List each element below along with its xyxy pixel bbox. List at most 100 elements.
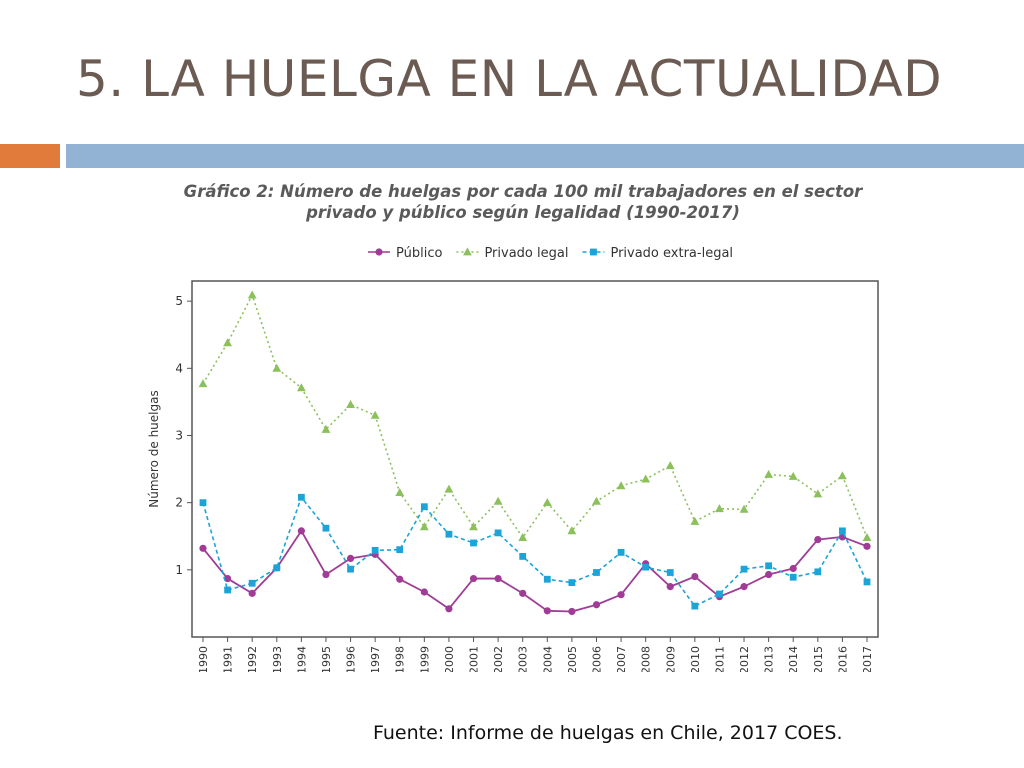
data-point: [444, 484, 454, 493]
series-line: [202, 496, 868, 607]
y-axis-label: Número de huelgas: [147, 390, 161, 507]
legend-label: Privado legal: [484, 246, 568, 261]
legend-item: Público: [368, 246, 442, 261]
x-tick-label: 2015: [812, 646, 825, 672]
data-point: [789, 564, 797, 573]
data-point: [322, 524, 330, 532]
series-line: [202, 294, 868, 539]
title-rule-blue: [66, 144, 1024, 168]
data-point: [764, 469, 774, 478]
data-point: [814, 568, 822, 576]
data-point: [272, 363, 282, 372]
data-point: [321, 424, 331, 433]
data-point: [396, 575, 404, 583]
x-tick-label: 2006: [590, 646, 603, 672]
legend-item: Privado extra-legal: [582, 246, 733, 261]
plot-frame: [191, 280, 879, 638]
y-tick-label: 1: [175, 563, 183, 577]
x-tick-label: 1995: [320, 646, 333, 672]
data-point: [617, 548, 625, 556]
legend-marker: [590, 248, 597, 256]
legend-marker: [375, 248, 383, 256]
chart-subtitle: privado y público según legalidad (1990-…: [305, 203, 740, 222]
data-point: [494, 574, 502, 583]
x-axis: 1990 1991 1992 1993 1994 1995 1996 1997 1998 1999…: [197, 637, 874, 672]
data-point: [543, 607, 551, 615]
data-point: [346, 554, 355, 563]
data-point: [470, 539, 477, 547]
x-tick-label: 2000: [443, 646, 456, 672]
x-tick-label: 2007: [615, 646, 628, 672]
x-tick-label: 2011: [713, 646, 726, 672]
data-point: [419, 522, 429, 531]
x-tick-label: 2005: [566, 646, 579, 672]
x-tick-label: 2012: [738, 646, 751, 672]
data-point: [248, 589, 256, 597]
data-point: [642, 563, 650, 571]
y-tick-label: 5: [175, 294, 183, 308]
y-tick-label: 4: [175, 361, 183, 375]
data-point: [666, 583, 674, 591]
data-point: [297, 527, 305, 535]
data-point: [519, 552, 527, 560]
data-point: [445, 605, 453, 613]
x-tick-label: 2017: [861, 646, 874, 672]
x-tick-label: 1999: [418, 646, 431, 672]
x-tick-label: 1996: [345, 646, 358, 672]
data-point: [493, 496, 503, 505]
data-point: [297, 493, 305, 501]
data-point: [469, 522, 478, 531]
x-tick-label: 2009: [664, 646, 677, 672]
data-point: [247, 290, 257, 299]
legend-label: Privado extra-legal: [610, 246, 733, 261]
x-tick-label: 2008: [640, 646, 653, 672]
x-tick-label: 2013: [763, 646, 776, 672]
data-point: [395, 487, 405, 496]
data-point: [740, 583, 748, 591]
data-point: [199, 544, 207, 552]
data-point: [198, 379, 208, 388]
data-point: [370, 410, 380, 419]
data-point: [814, 536, 822, 544]
chart-legend: Público Privado legal Privado extra-legal: [368, 246, 733, 261]
series-layer: [198, 290, 872, 616]
data-point: [420, 503, 428, 511]
data-point: [715, 504, 724, 513]
data-point: [765, 570, 773, 579]
data-point: [839, 527, 846, 535]
data-point: [567, 526, 577, 535]
data-point: [371, 546, 379, 554]
data-point: [789, 573, 797, 581]
data-point: [863, 578, 871, 586]
y-tick-label: 2: [175, 496, 183, 510]
x-tick-label: 1991: [222, 646, 235, 672]
data-point: [518, 532, 528, 541]
data-point: [617, 591, 625, 599]
data-point: [568, 579, 576, 586]
x-tick-label: 2004: [541, 646, 554, 672]
data-point: [542, 498, 552, 507]
data-point: [690, 516, 700, 525]
data-point: [716, 590, 723, 598]
data-point: [616, 481, 626, 490]
x-tick-label: 2001: [468, 646, 481, 672]
data-point: [420, 588, 428, 596]
data-point: [273, 564, 281, 572]
data-point: [641, 474, 651, 483]
data-point: [788, 471, 798, 480]
x-tick-label: 2003: [517, 646, 530, 672]
data-point: [224, 586, 231, 594]
data-point: [346, 399, 355, 408]
data-point: [765, 562, 773, 570]
x-tick-label: 1998: [394, 646, 407, 672]
data-point: [469, 574, 478, 583]
title-rule-orange: [0, 144, 60, 168]
data-point: [248, 579, 256, 587]
data-point: [813, 489, 823, 498]
data-point: [593, 569, 600, 576]
data-point: [223, 338, 232, 347]
data-point: [396, 546, 404, 554]
x-tick-label: 2014: [787, 646, 800, 672]
data-point: [592, 601, 601, 609]
chart-title: Gráfico 2: Número de huelgas por cada 10…: [184, 182, 864, 201]
